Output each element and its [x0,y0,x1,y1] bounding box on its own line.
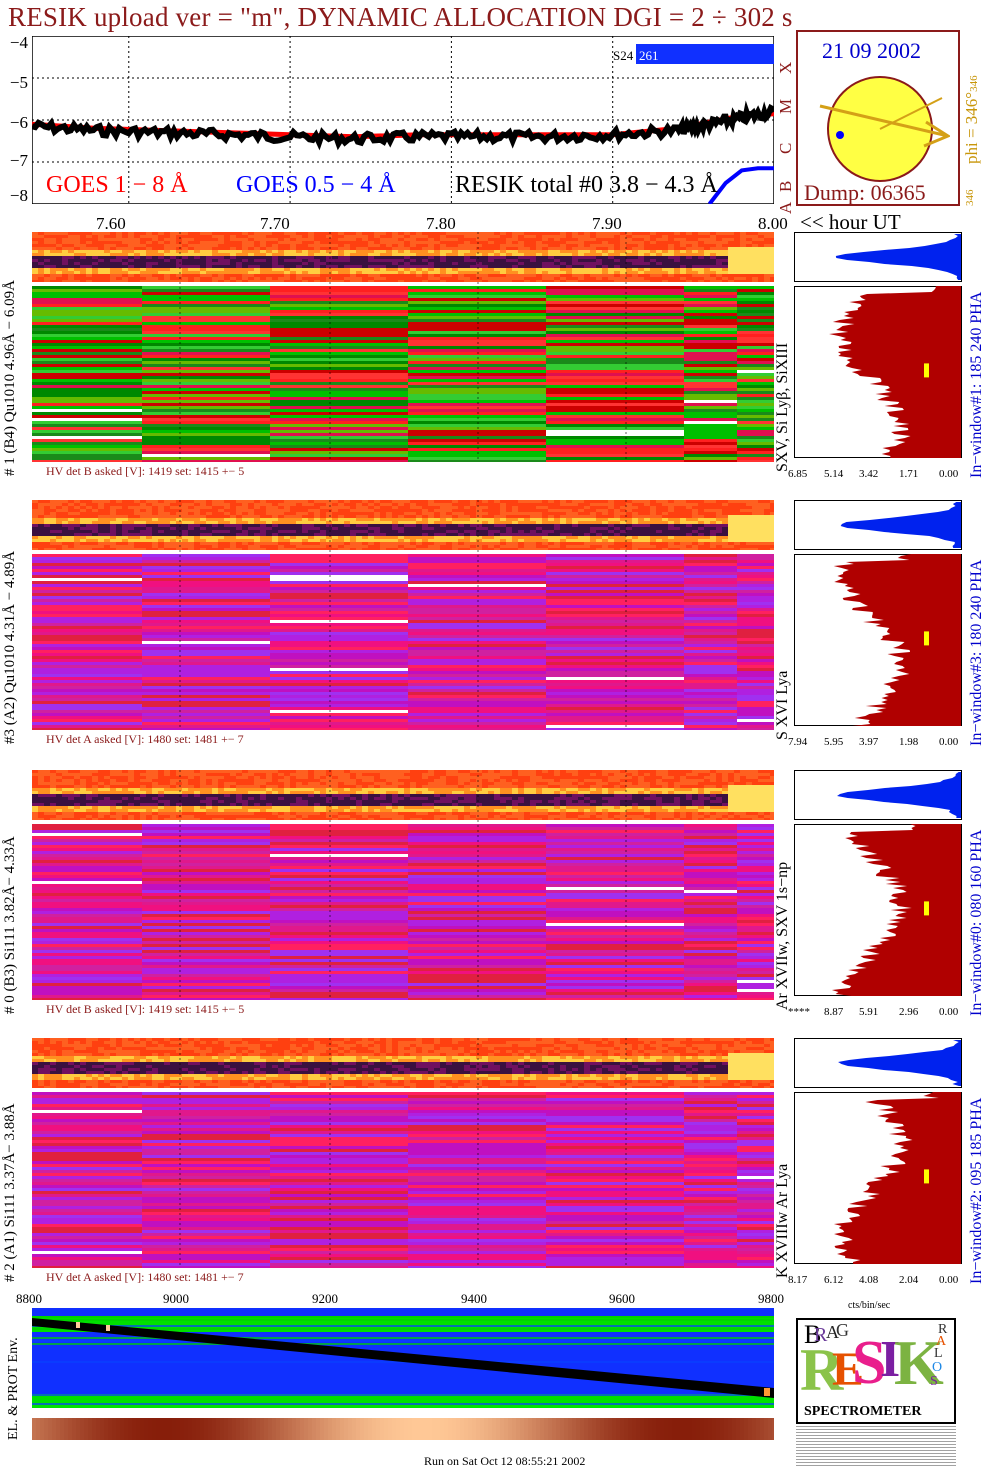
profile-tick-label: 7.94 [788,736,808,748]
goes-class-x: X [776,61,795,74]
panel-line-label: Ar XVIIw, SXV 1s−np [774,861,791,1010]
profile-tick-label: 6.12 [824,1274,844,1286]
legend-resik-total: RESIK total #0 3.8 − 4.3 Å [455,172,718,198]
observation-date: 21 09 2002 [822,38,921,63]
profile-tick-label: 4.08 [859,1274,879,1286]
saa-label: S24 [613,48,634,63]
lightcurve-plot: S24 261 [32,36,774,204]
hour-tick: 7.60 [96,214,126,233]
pha-histogram [794,500,962,550]
goes-class-b: B [776,180,795,192]
y-tick-label: −5 [9,73,28,92]
hv-status-text: HV det B asked [V]: 1419 set: 1415 +− 5 [46,1002,245,1016]
hv-status-text: HV det A asked [V]: 1480 set: 1481 +− 7 [46,1270,244,1284]
window-label: In−window#3: 180 240 PHA [968,559,985,746]
window-label: In−window#0: 080 160 PHA [968,829,985,1016]
profile-tick-label: 0.00 [939,1006,959,1018]
profile-tick-label: 0.00 [939,468,959,480]
spectrogram-panel [32,1038,774,1288]
spectrogram-panel [32,500,774,750]
profile-tick-label: 8.17 [788,1274,808,1286]
spectrogram-panel [32,232,774,482]
particle-envelope-plot [32,1308,774,1408]
spectrum-profile [794,824,962,996]
phi-label: phi = 346°346 [962,75,982,164]
profile-tick-label: 1.98 [899,736,919,748]
profile-tick-label: 0.00 [939,736,959,748]
hour-tick: 7.70 [260,214,290,233]
bottom-x-tick: 8800 [16,1291,42,1306]
dump-number: Dump: 06365 [804,180,926,205]
panel-detector-label: #3 (A2) Qu1010 4.31Å − 4.89Å [2,550,18,744]
logo-fine-print [796,1426,956,1466]
panel-line-label: K XVIIIw Ar Lya [774,1163,791,1278]
y-tick-label: −6 [9,113,28,132]
spectrum-profile [794,1092,962,1264]
spectrogram-panel [32,770,774,1020]
goes-class-m: M [776,98,795,114]
profile-tick-label: 0.00 [939,1274,959,1286]
profile-tick-label: 6.85 [788,468,808,480]
profile-tick-label: 1.71 [899,468,919,480]
bottom-x-tick: 9400 [461,1291,487,1306]
legend-goes-1-8: GOES 1 − 8 Å [46,172,188,198]
color-bar [32,1418,774,1440]
envelope-axis-label: EL. & PROT Env. [6,1337,21,1440]
hv-status-text: HV det B asked [V]: 1419 set: 1415 +− 5 [46,464,245,478]
phi-superscript: 346 [968,75,980,92]
series-line-2 [707,166,774,204]
phi-value: phi = 346° [962,91,981,164]
panel-detector-label: # 2 (A1) Si111 3.37Å− 3.88Å [2,1103,18,1282]
saa-value: 261 [639,48,659,63]
hour-axis-label: << hour UT [800,210,901,234]
profile-tick-label: **** [788,1006,810,1018]
solar-disk [819,76,950,182]
hour-tick: 7.90 [592,214,622,233]
hour-tick: 8.00 [758,214,788,233]
pha-histogram [794,232,962,282]
window-label: In−window#1: 185 240 PHA [968,291,985,478]
y-tick-label: −7 [9,151,28,170]
goes-class-c: C [776,142,795,154]
panel-line-label: SXV, Si Lyβ, SiXIII [774,342,791,472]
window-label: In−window#2: 095 185 PHA [968,1097,985,1284]
profile-axis-label: cts/bin/sec [848,1300,891,1311]
pha-histogram [794,770,962,820]
hour-tick: 7.80 [426,214,456,233]
bottom-x-tick: 9600 [609,1291,635,1306]
resik-logo: B R A G R E S I K S O L A R SPECTROMETER [796,1318,956,1424]
spectrum-profile [794,286,962,458]
run-timestamp: Run on Sat Oct 12 08:55:21 2002 [424,1454,586,1468]
goes-class-a: A [776,201,795,214]
panel-detector-label: # 0 (B3) Si111 3.82Å− 4.33Å [2,836,18,1014]
profile-tick-label: 5.14 [824,468,844,480]
phi-bottom-value: 346 [964,189,976,207]
spectrum-profile [794,554,962,726]
bottom-x-tick: 9800 [758,1291,784,1306]
bottom-x-tick: 9000 [163,1291,189,1306]
profile-tick-label: 8.87 [824,1006,844,1018]
panel-detector-label: # 1 (B4) Qu1010 4.96Å − 6.09Å [2,280,18,476]
profile-tick-label: 5.95 [824,736,844,748]
logo-caption: SPECTROMETER [804,1404,922,1419]
pha-histogram [794,1038,962,1088]
page-title: RESIK upload ver = "m", DYNAMIC ALLOCATI… [8,2,793,32]
y-tick-label: −8 [9,186,28,205]
panel-line-label: S XVI Lya [774,670,791,740]
goes-class-scale: X M C B A [774,28,796,214]
profile-tick-label: 5.91 [859,1006,879,1018]
sun-position-panel: 21 09 2002 Dump: 06365 [796,30,960,206]
bottom-x-tick: 9200 [312,1291,338,1306]
profile-tick-label: 2.04 [899,1274,919,1286]
legend-goes-05-4: GOES 0.5 − 4 Å [236,172,396,198]
saa-bar [636,44,774,64]
profile-tick-label: 3.97 [859,736,879,748]
profile-tick-label: 2.96 [899,1006,919,1018]
hv-status-text: HV det A asked [V]: 1480 set: 1481 +− 7 [46,732,244,746]
series-line-3 [32,100,774,151]
profile-tick-label: 3.42 [859,468,879,480]
y-tick-label: −4 [9,33,28,52]
